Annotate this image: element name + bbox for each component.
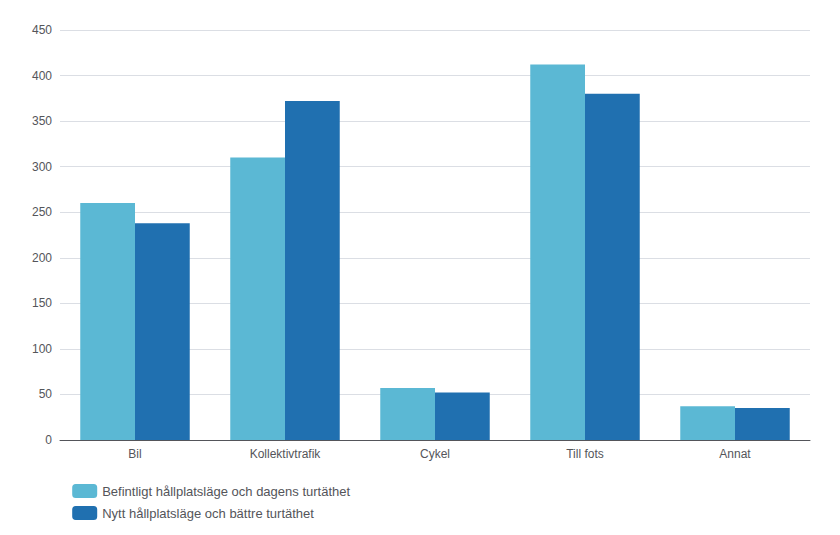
svg-text:Till fots: Till fots <box>566 447 604 461</box>
svg-text:350: 350 <box>32 114 52 128</box>
svg-text:Befintligt hållplatsläge och d: Befintligt hållplatsläge och dagens turt… <box>102 484 350 499</box>
svg-text:Nytt hållplatsläge och bättre: Nytt hållplatsläge och bättre turtäthet <box>102 506 314 521</box>
svg-text:50: 50 <box>39 387 53 401</box>
svg-text:Bil: Bil <box>128 447 141 461</box>
svg-text:150: 150 <box>32 296 52 310</box>
svg-text:0: 0 <box>45 433 52 447</box>
svg-text:100: 100 <box>32 342 52 356</box>
svg-text:Cykel: Cykel <box>420 447 450 461</box>
svg-text:450: 450 <box>32 23 52 37</box>
svg-text:250: 250 <box>32 205 52 219</box>
svg-text:200: 200 <box>32 251 52 265</box>
svg-text:300: 300 <box>32 160 52 174</box>
svg-text:Kollektivtrafik: Kollektivtrafik <box>250 447 322 461</box>
svg-text:400: 400 <box>32 69 52 83</box>
svg-text:Annat: Annat <box>719 447 751 461</box>
